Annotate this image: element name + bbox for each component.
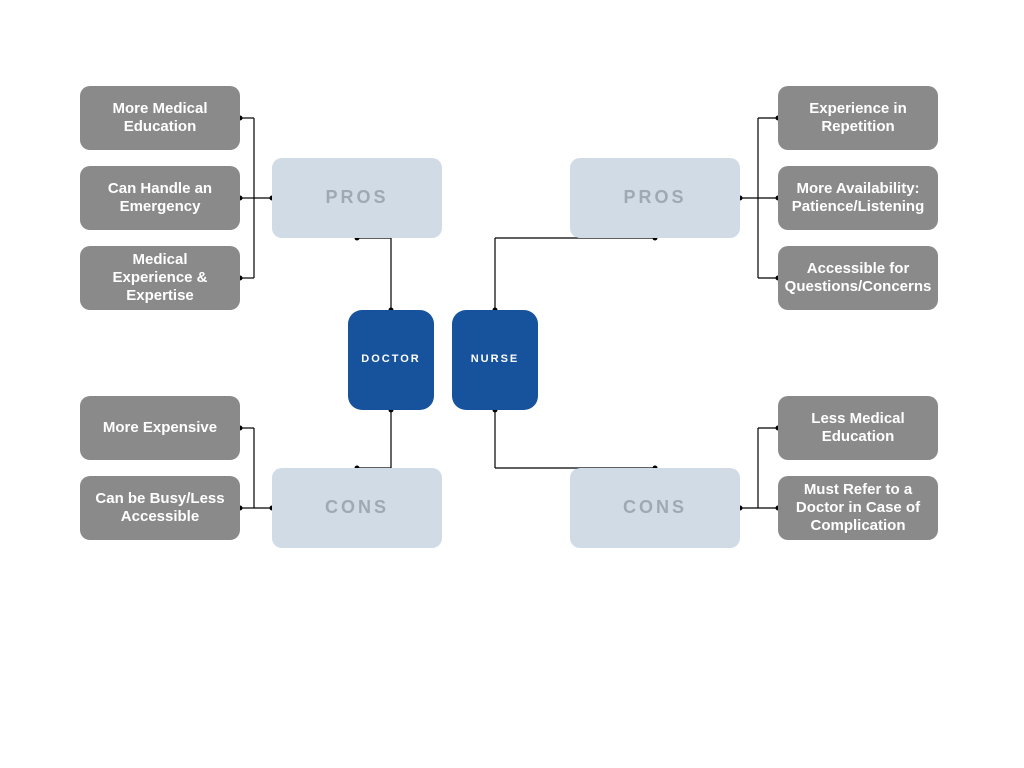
- doctor-con-item-1: Can be Busy/Less Accessible: [80, 476, 240, 540]
- doctor-pro-item-2: Medical Experience & Expertise: [80, 246, 240, 310]
- nurse-con-item-0: Less Medical Education: [778, 396, 938, 460]
- diagram-canvas: DOCTOR PROS More Medical Education Can H…: [0, 0, 1024, 768]
- nurse-cons-node: CONS: [570, 468, 740, 548]
- doctor-pro-item-1: Can Handle an Emergency: [80, 166, 240, 230]
- doctor-center-node: DOCTOR: [348, 310, 434, 410]
- doctor-con-item-0: More Expensive: [80, 396, 240, 460]
- doctor-pros-node: PROS: [272, 158, 442, 238]
- nurse-pros-node: PROS: [570, 158, 740, 238]
- nurse-pro-item-2: Accessible for Questions/Concerns: [778, 246, 938, 310]
- nurse-con-item-1: Must Refer to a Doctor in Case of Compli…: [778, 476, 938, 540]
- nurse-pro-item-0: Experience in Repetition: [778, 86, 938, 150]
- nurse-pro-item-1: More Availability: Patience/Listening: [778, 166, 938, 230]
- doctor-pro-item-0: More Medical Education: [80, 86, 240, 150]
- doctor-cons-node: CONS: [272, 468, 442, 548]
- nurse-center-node: NURSE: [452, 310, 538, 410]
